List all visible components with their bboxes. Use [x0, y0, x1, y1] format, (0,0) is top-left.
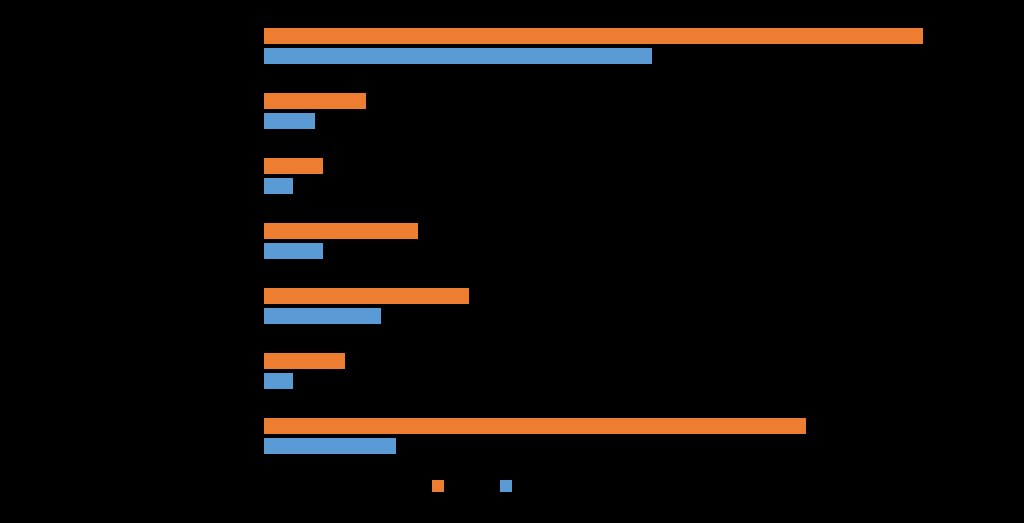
legend-swatch [500, 480, 512, 492]
bar [264, 438, 396, 454]
legend [432, 480, 518, 492]
bar [264, 418, 806, 434]
bar [264, 48, 652, 64]
plot-area [262, 22, 996, 452]
bar [264, 243, 323, 259]
legend-swatch [432, 480, 444, 492]
bar [264, 223, 418, 239]
horizontal-bar-chart [0, 0, 1024, 523]
bar [264, 288, 469, 304]
bar [264, 93, 366, 109]
bar [264, 28, 923, 44]
bar [264, 158, 323, 174]
bar [264, 373, 293, 389]
bar [264, 113, 315, 129]
legend-item [500, 480, 518, 492]
bar [264, 308, 381, 324]
bar [264, 178, 293, 194]
legend-item [432, 480, 450, 492]
bar [264, 353, 345, 369]
